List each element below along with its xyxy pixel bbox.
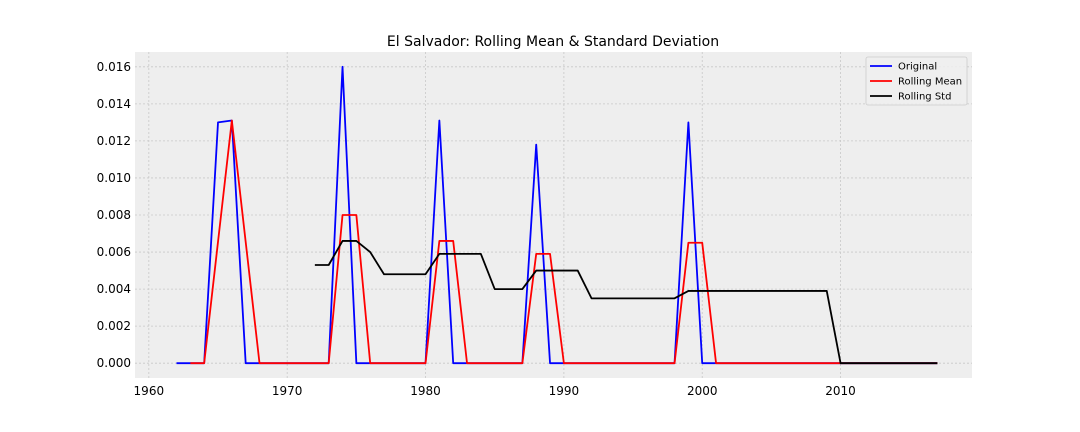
x-tick-label: 1980 (410, 384, 441, 398)
y-tick-label: 0.006 (97, 245, 131, 259)
y-tick-label: 0.014 (97, 97, 131, 111)
y-tick-label: 0.000 (97, 356, 131, 370)
series-lines (176, 65, 938, 365)
series-line-rolling-std (314, 240, 938, 365)
y-axis-ticks: 0.000 0.002 0.004 0.006 0.008 0.010 0.012 0.014… (97, 60, 131, 370)
series-line-rolling-mean (190, 119, 938, 365)
legend-label: Rolling Mean (898, 77, 962, 88)
x-tick-label: 2010 (825, 384, 856, 398)
y-tick-label: 0.004 (97, 282, 131, 296)
y-tick-label: 0.016 (97, 60, 131, 74)
chart-title: El Salvador: Rolling Mean & Standard Dev… (387, 34, 719, 50)
legend: Original Rolling Mean Rolling Std (865, 56, 968, 106)
x-tick-label: 1970 (272, 384, 303, 398)
x-tick-label: 2000 (687, 384, 718, 398)
y-tick-label: 0.008 (97, 208, 131, 222)
legend-label: Original (898, 62, 937, 73)
y-tick-label: 0.002 (97, 319, 131, 333)
x-tick-label: 1990 (549, 384, 580, 398)
x-axis-ticks: 1960 1970 1980 1990 2000 2010 (134, 384, 856, 398)
y-tick-label: 0.012 (97, 134, 131, 148)
legend-label: Rolling Std (898, 92, 951, 103)
x-tick-label: 1960 (134, 384, 165, 398)
y-tick-label: 0.010 (97, 171, 131, 185)
legend-box (865, 56, 968, 106)
